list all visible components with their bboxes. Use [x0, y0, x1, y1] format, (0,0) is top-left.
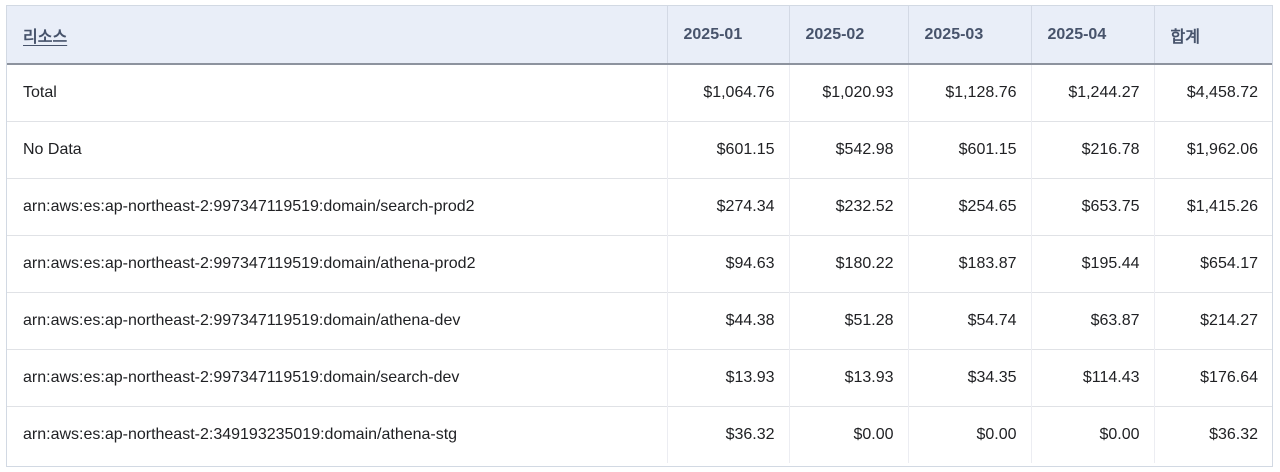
column-header-2025-03[interactable]: 2025-03: [907, 6, 1031, 65]
cost-cell-2025-01: $601.15: [666, 120, 789, 178]
cost-cell-2025-02: $13.93: [788, 348, 908, 406]
table-body: Total $1,064.76 $1,020.93 $1,128.76 $1,2…: [7, 63, 1272, 463]
cost-cell-total: $176.64: [1153, 348, 1272, 406]
cost-cell-2025-01: $94.63: [666, 234, 789, 292]
resource-cell: arn:aws:es:ap-northeast-2:349193235019:d…: [7, 405, 667, 463]
cost-cell-2025-04: $1,244.27: [1030, 63, 1154, 121]
cost-cell-2025-04: $63.87: [1030, 291, 1154, 349]
resource-cell: arn:aws:es:ap-northeast-2:997347119519:d…: [7, 234, 667, 292]
table-header-row: 리소스 2025-01 2025-02 2025-03 2025-04 합계: [7, 6, 1272, 65]
cost-cell-2025-01: $13.93: [666, 348, 789, 406]
cost-cell-total: $654.17: [1153, 234, 1272, 292]
cost-table: 리소스 2025-01 2025-02 2025-03 2025-04 합계 T…: [7, 6, 1272, 463]
table-row: arn:aws:es:ap-northeast-2:349193235019:d…: [7, 405, 1272, 463]
cost-cell-2025-01: $36.32: [666, 405, 789, 463]
column-header-2025-04[interactable]: 2025-04: [1030, 6, 1154, 65]
resource-cell: Total: [7, 63, 667, 121]
resource-cell: No Data: [7, 120, 667, 178]
cost-cell-2025-03: $183.87: [907, 234, 1031, 292]
cost-cell-total: $36.32: [1153, 405, 1272, 463]
cost-cell-2025-02: $180.22: [788, 234, 908, 292]
cost-cell-2025-02: $51.28: [788, 291, 908, 349]
cost-cell-2025-03: $54.74: [907, 291, 1031, 349]
cost-cell-total: $1,962.06: [1153, 120, 1272, 178]
table-row: arn:aws:es:ap-northeast-2:997347119519:d…: [7, 348, 1272, 406]
table-row: No Data $601.15 $542.98 $601.15 $216.78 …: [7, 120, 1272, 178]
table-row: Total $1,064.76 $1,020.93 $1,128.76 $1,2…: [7, 63, 1272, 121]
table-row: arn:aws:es:ap-northeast-2:997347119519:d…: [7, 291, 1272, 349]
cost-cell-2025-02: $232.52: [788, 177, 908, 235]
cost-cell-2025-02: $0.00: [788, 405, 908, 463]
column-header-2025-01[interactable]: 2025-01: [666, 6, 789, 65]
column-header-resource-label[interactable]: 리소스: [23, 28, 68, 46]
cost-table-container: 리소스 2025-01 2025-02 2025-03 2025-04 합계 T…: [6, 5, 1273, 467]
cost-cell-2025-02: $542.98: [788, 120, 908, 178]
table-row: arn:aws:es:ap-northeast-2:997347119519:d…: [7, 177, 1272, 235]
column-header-2025-02[interactable]: 2025-02: [788, 6, 908, 65]
cost-cell-2025-04: $653.75: [1030, 177, 1154, 235]
resource-cell: arn:aws:es:ap-northeast-2:997347119519:d…: [7, 348, 667, 406]
resource-cell: arn:aws:es:ap-northeast-2:997347119519:d…: [7, 291, 667, 349]
cost-cell-2025-04: $114.43: [1030, 348, 1154, 406]
cost-cell-2025-03: $0.00: [907, 405, 1031, 463]
column-header-total[interactable]: 합계: [1153, 6, 1272, 65]
resource-cell: arn:aws:es:ap-northeast-2:997347119519:d…: [7, 177, 667, 235]
cost-cell-2025-04: $216.78: [1030, 120, 1154, 178]
cost-cell-total: $4,458.72: [1153, 63, 1272, 121]
cost-cell-total: $214.27: [1153, 291, 1272, 349]
cost-cell-2025-04: $0.00: [1030, 405, 1154, 463]
cost-cell-2025-03: $34.35: [907, 348, 1031, 406]
cost-cell-2025-03: $254.65: [907, 177, 1031, 235]
cost-cell-2025-04: $195.44: [1030, 234, 1154, 292]
cost-cell-2025-02: $1,020.93: [788, 63, 908, 121]
cost-cell-2025-01: $44.38: [666, 291, 789, 349]
cost-cell-total: $1,415.26: [1153, 177, 1272, 235]
table-row: arn:aws:es:ap-northeast-2:997347119519:d…: [7, 234, 1272, 292]
cost-cell-2025-01: $1,064.76: [666, 63, 789, 121]
cost-cell-2025-03: $1,128.76: [907, 63, 1031, 121]
column-header-resource[interactable]: 리소스: [7, 6, 667, 65]
cost-cell-2025-01: $274.34: [666, 177, 789, 235]
cost-cell-2025-03: $601.15: [907, 120, 1031, 178]
